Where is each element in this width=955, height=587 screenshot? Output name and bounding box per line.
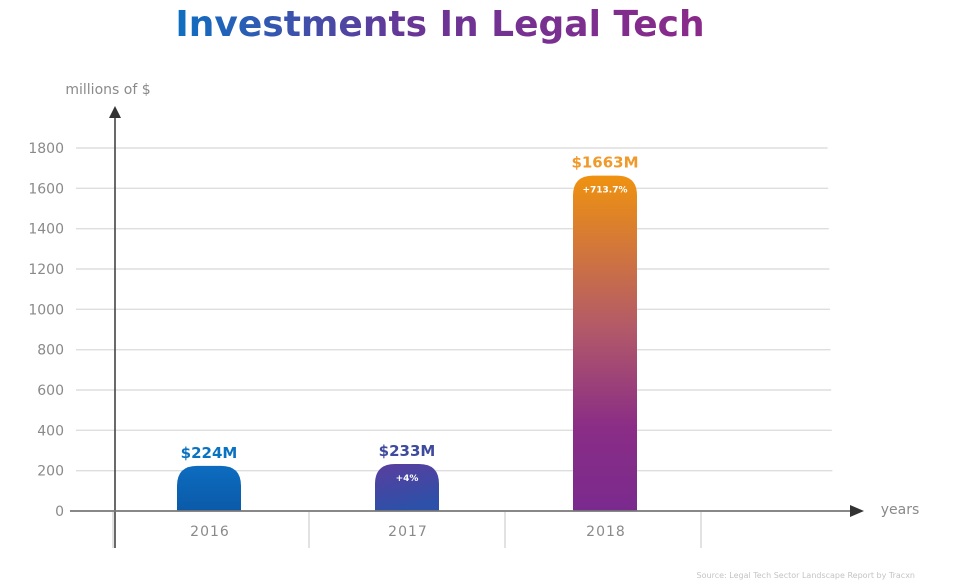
- y-tick-label: 1800: [28, 141, 64, 157]
- value-label-2018: $1663M: [571, 154, 638, 172]
- y-tick-label: 800: [37, 343, 64, 359]
- x-axis-label: years: [881, 502, 920, 518]
- y-tick-label: 1600: [28, 181, 64, 197]
- change-label-2018: +713.7%: [582, 186, 627, 196]
- x-axis-arrow-icon: [850, 505, 864, 517]
- value-label-2017: $233M: [379, 442, 436, 460]
- y-axis-arrow-icon: [109, 106, 121, 118]
- bar-2016: [177, 465, 241, 511]
- x-tick-labels: 2016 2017 2018: [190, 524, 626, 540]
- y-tick-label: 1400: [28, 222, 64, 238]
- bar-2018: [573, 175, 637, 511]
- change-label-2017: +4%: [396, 474, 419, 484]
- bar-2017: [375, 464, 439, 511]
- y-tick-label: 200: [37, 464, 64, 480]
- source-note: Source: Legal Tech Sector Landscape Repo…: [697, 571, 915, 580]
- y-tick-label: 600: [37, 383, 64, 399]
- y-tick-label: 1000: [28, 302, 64, 318]
- y-tick-label: 0: [55, 504, 64, 520]
- category-separators: [112, 512, 702, 548]
- y-tick-label: 1200: [28, 262, 64, 278]
- gridlines: [76, 147, 833, 472]
- bars: $224M $233M +4% $1663M +713.7%: [177, 154, 639, 511]
- x-tick-label: 2017: [388, 524, 428, 540]
- y-axis-label: millions of $: [65, 82, 150, 98]
- y-tick-label: 400: [37, 423, 64, 439]
- y-tick-labels: 0 200 400 600 800 1000 1200 1400 1600 1800: [28, 141, 64, 520]
- x-tick-label: 2016: [190, 524, 230, 540]
- chart-title: Investments In Legal Tech: [175, 4, 704, 45]
- value-label-2016: $224M: [181, 444, 238, 462]
- x-tick-label: 2018: [586, 524, 626, 540]
